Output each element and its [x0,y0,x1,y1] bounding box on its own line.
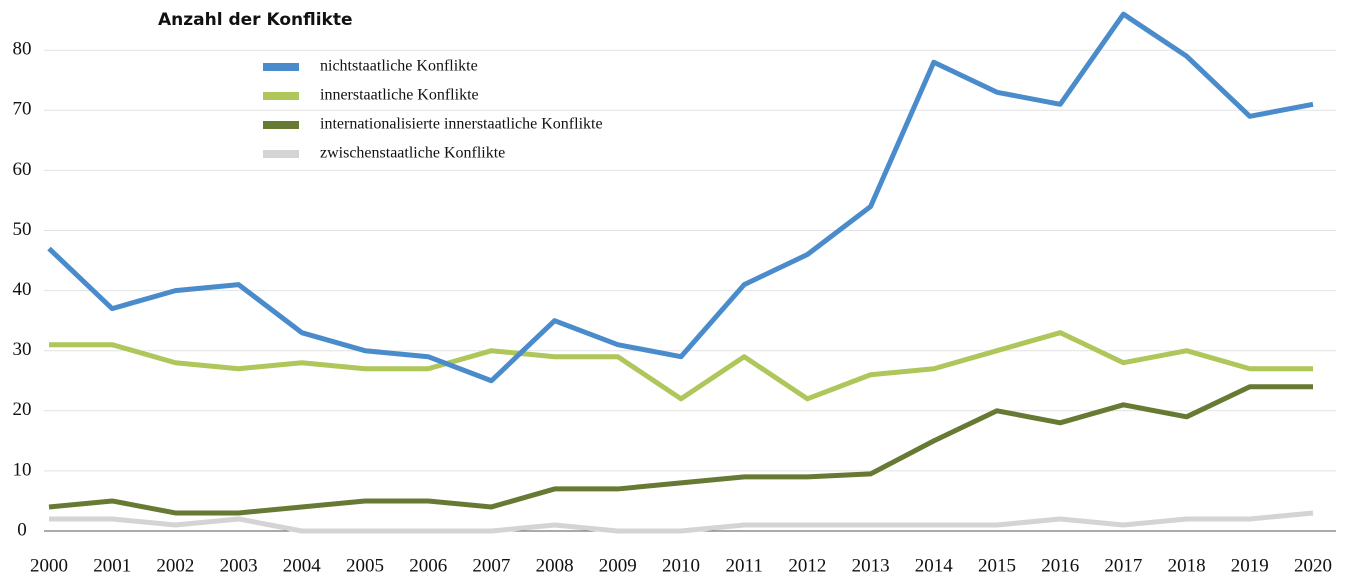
x-tick-label: 2011 [726,555,763,576]
series-line [49,330,1313,402]
y-tick-label: 10 [13,459,32,480]
chart-title: Anzahl der Konflikte [158,10,353,30]
x-tick-label: 2008 [536,555,574,576]
y-tick-label: 60 [13,159,32,180]
x-tick-label: 2014 [915,555,954,576]
x-tick-label: 2020 [1294,555,1332,576]
legend-label: internationalisierte innerstaatliche Kon… [320,116,603,133]
x-tick-label: 2012 [788,555,826,576]
x-tick-label: 2019 [1231,555,1269,576]
x-tick-label: 2000 [30,555,68,576]
series-line [48,384,1313,516]
x-tick-label: 2018 [1168,555,1206,576]
legend-swatch [263,63,299,71]
y-tick-label: 50 [13,219,32,240]
x-tick-label: 2005 [346,555,384,576]
series-line [47,11,1314,384]
x-tick-label: 2009 [599,555,637,576]
legend-swatch [263,92,299,100]
x-tick-label: 2013 [852,555,890,576]
y-tick-label: 80 [13,39,32,60]
x-tick-label: 2006 [409,555,447,576]
legend-swatch [263,150,299,158]
series-line [49,510,1314,534]
legend-label: innerstaatliche Konflikte [320,87,479,104]
legend-swatch [263,121,299,129]
y-tick-label: 0 [17,519,27,540]
y-tick-label: 30 [13,339,32,360]
x-tick-label: 2004 [283,555,322,576]
x-tick-label: 2015 [978,555,1016,576]
y-tick-label: 70 [13,99,32,120]
x-tick-label: 2003 [220,555,258,576]
x-tick-label: 2010 [662,555,700,576]
legend-label: zwischenstaatliche Konflikte [320,145,505,162]
x-tick-label: 2017 [1104,555,1142,576]
legend-label: nichtstaatliche Konflikte [320,58,478,75]
x-tick-label: 2002 [156,555,194,576]
y-tick-label: 40 [13,279,32,300]
x-tick-label: 2007 [472,555,510,576]
y-tick-label: 20 [13,399,32,420]
x-tick-label: 2016 [1041,555,1079,576]
x-tick-label: 2001 [93,555,131,576]
